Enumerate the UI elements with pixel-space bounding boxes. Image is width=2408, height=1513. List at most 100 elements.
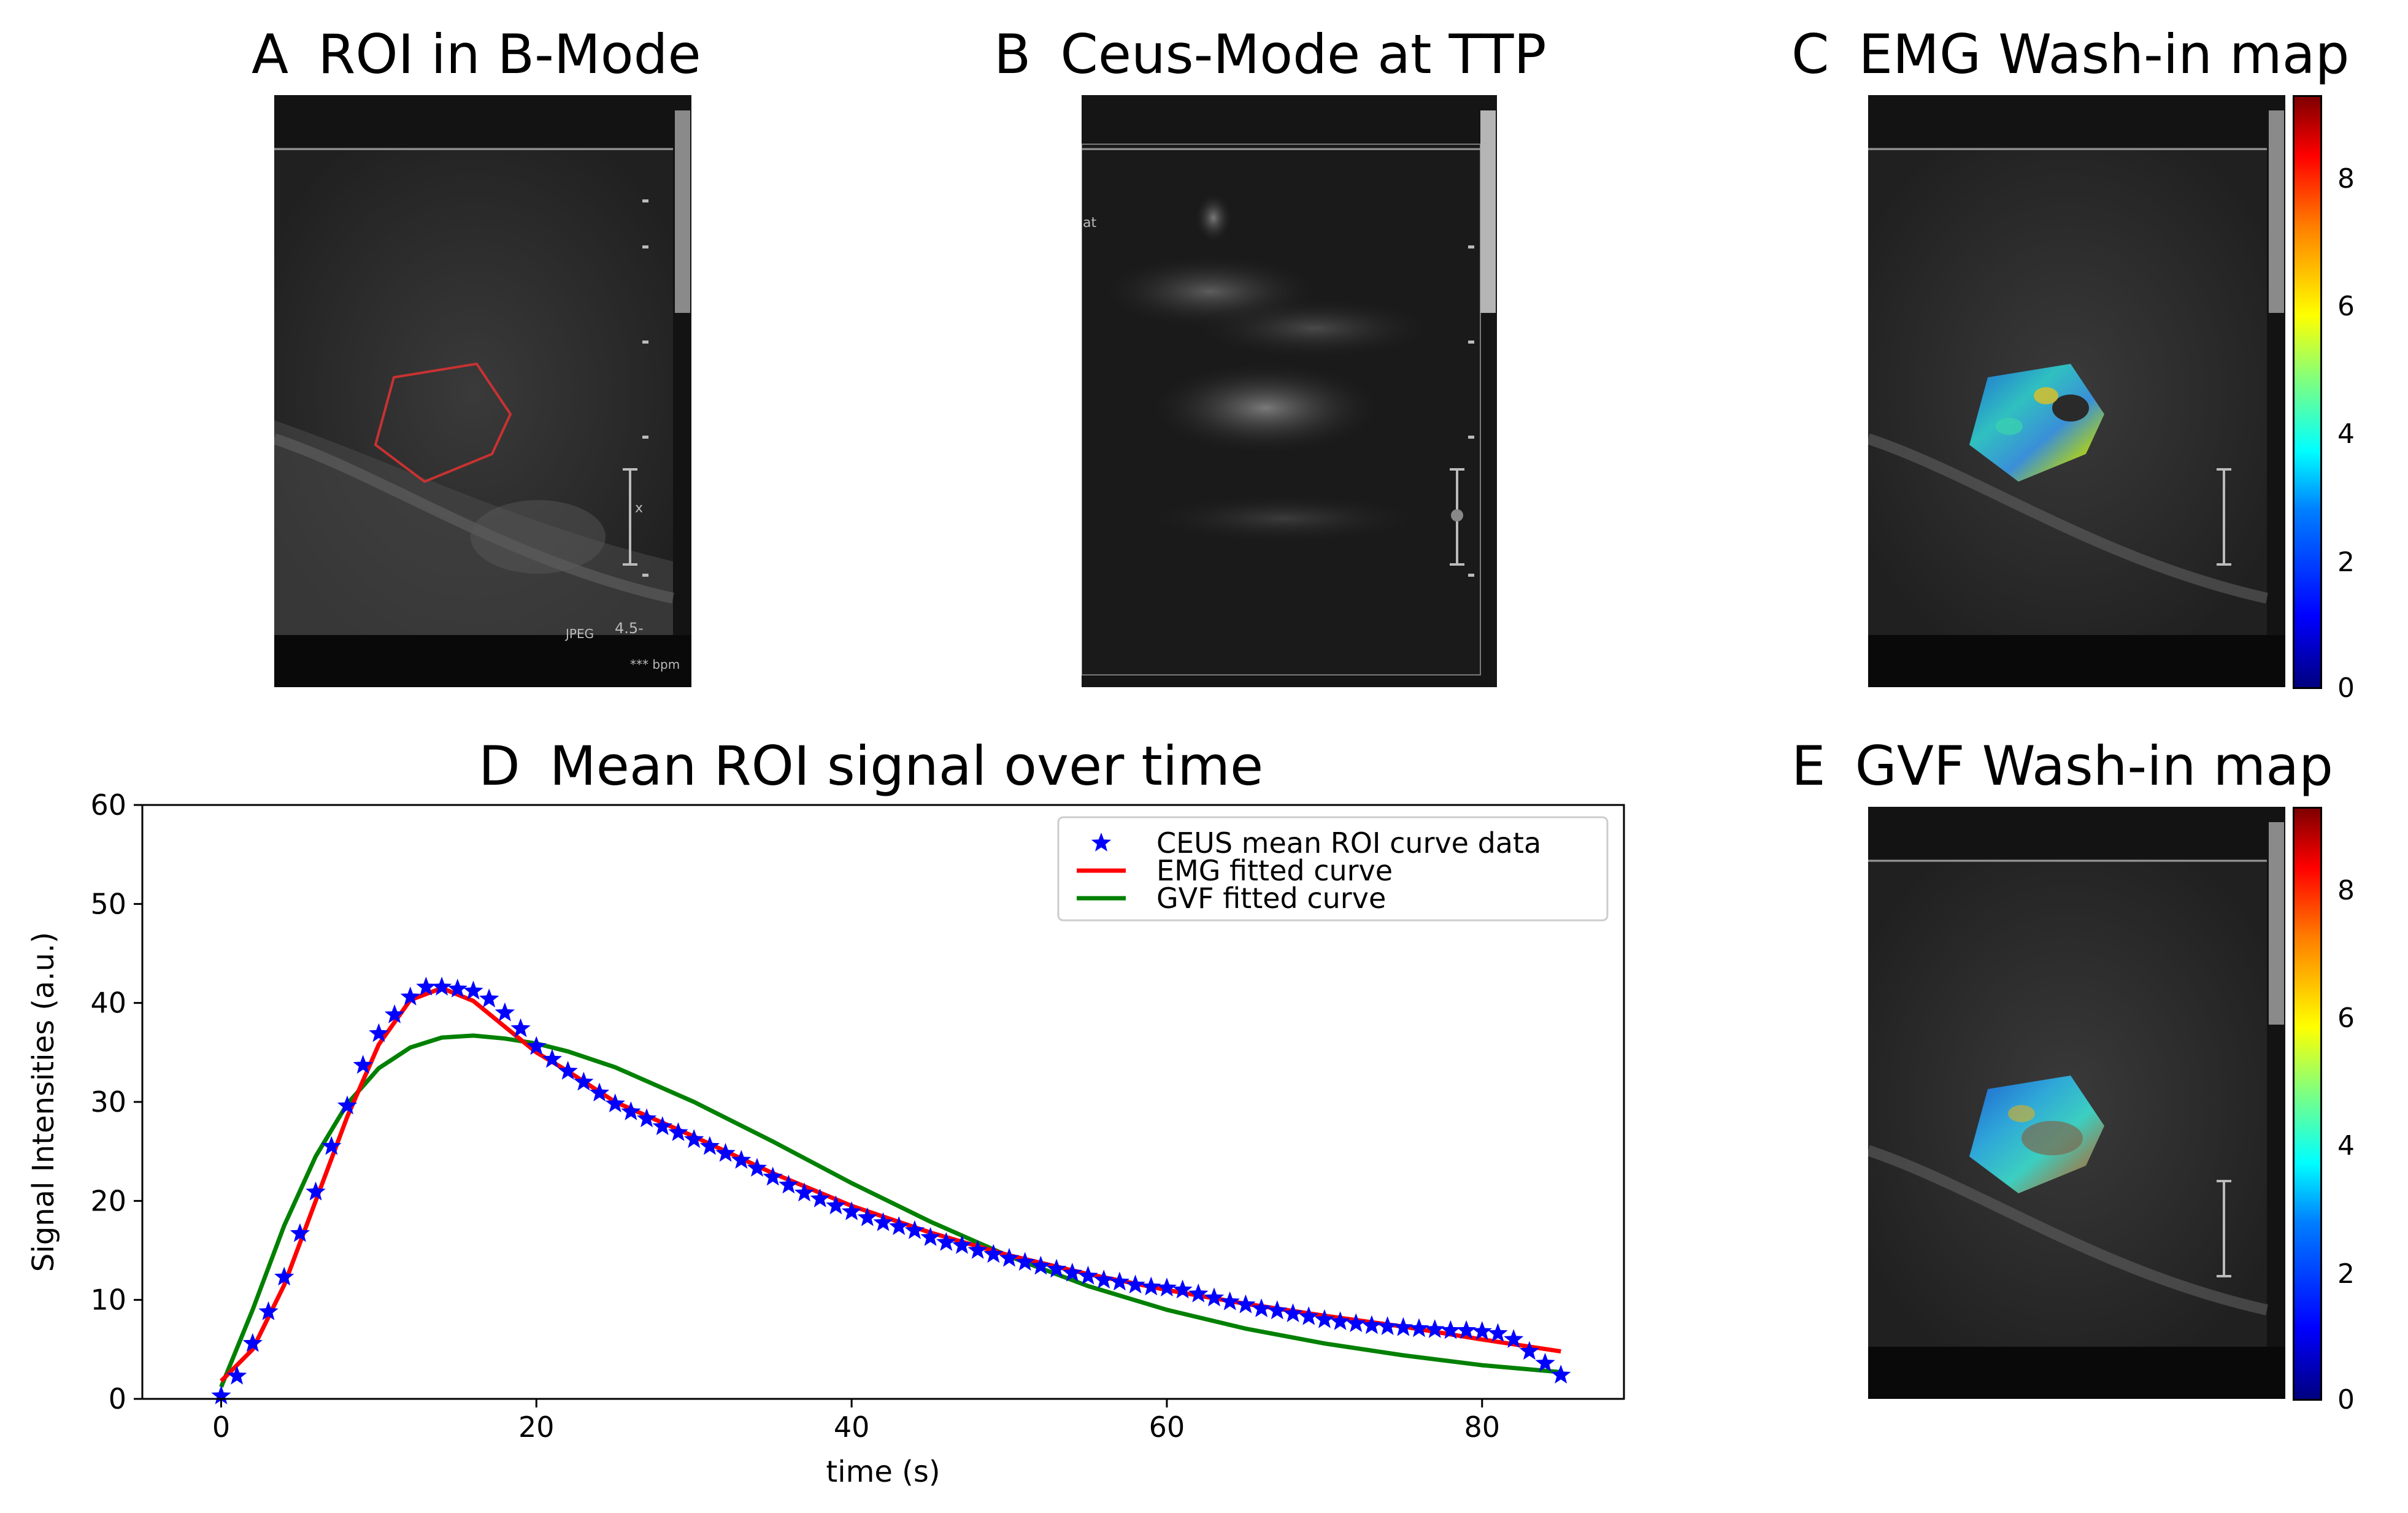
emg-colorbar-tick-8: 8 bbox=[2337, 163, 2355, 194]
ceus-data-point bbox=[1488, 1323, 1508, 1342]
ceus-data-point bbox=[763, 1166, 783, 1186]
ceus-data-point bbox=[321, 1136, 342, 1155]
bmode-jpeg-label: JPEG bbox=[564, 626, 594, 641]
ceus-data-point bbox=[668, 1122, 688, 1141]
ceus-data-point bbox=[1299, 1306, 1319, 1325]
ceus-data-point bbox=[1346, 1313, 1366, 1333]
gvf-fitted-curve bbox=[219, 1033, 1561, 1388]
ceus-data-point bbox=[384, 1004, 405, 1023]
ceus-data-point bbox=[1330, 1311, 1350, 1330]
ceus-data-point bbox=[306, 1181, 326, 1201]
emg-map-canvas bbox=[1868, 95, 2285, 687]
ceus-data-point bbox=[353, 1055, 373, 1074]
panel-e-title: E GVF Wash-in map bbox=[1791, 739, 2333, 793]
ceus-data-point bbox=[1551, 1365, 1571, 1384]
ceus-data-point bbox=[936, 1232, 956, 1251]
x-axis-label: time (s) bbox=[826, 1455, 940, 1489]
emg-map-image bbox=[1868, 95, 2285, 687]
ceus-data-point bbox=[542, 1049, 563, 1068]
ceus-data-point bbox=[369, 1023, 389, 1042]
legend-label: GVF fitted curve bbox=[1156, 882, 1386, 915]
ceus-data-point bbox=[1109, 1271, 1129, 1291]
ceus-data-point bbox=[684, 1129, 704, 1149]
ceus-data-point bbox=[258, 1301, 279, 1320]
ceus-data-point bbox=[841, 1201, 862, 1220]
ceus-data-point bbox=[1078, 1265, 1098, 1285]
y-tick-label: 30 bbox=[90, 1085, 126, 1118]
ceus-data-point bbox=[699, 1136, 720, 1155]
ceus-image-canvas: at bbox=[1082, 95, 1497, 687]
ceus-data-point bbox=[1409, 1318, 1429, 1338]
ceus-data-point bbox=[983, 1244, 1004, 1263]
ceus-data-point bbox=[1141, 1276, 1161, 1296]
panel-b-title: B Ceus-Mode at TTP bbox=[994, 28, 1547, 82]
x-tick-label: 20 bbox=[518, 1411, 555, 1444]
ceus-data-point bbox=[1031, 1255, 1051, 1275]
ceus-data-point bbox=[1425, 1319, 1445, 1338]
ceus-data-point bbox=[810, 1188, 830, 1207]
y-tick-label: 0 bbox=[109, 1382, 126, 1415]
ceus-data-point bbox=[1156, 1277, 1177, 1297]
gvf-colorbar-tick-8: 8 bbox=[2337, 875, 2355, 906]
ceus-data-point bbox=[1188, 1284, 1209, 1303]
gvf-colorbar bbox=[2293, 807, 2322, 1401]
panel-d-title: D Mean ROI signal over time bbox=[479, 739, 1263, 793]
panel-c-letter: C bbox=[1791, 23, 1829, 86]
ceus-data-point bbox=[1015, 1252, 1035, 1271]
bmode-depth-label: 4.5- bbox=[615, 620, 644, 637]
ceus-data-point bbox=[290, 1223, 310, 1242]
emg-colorbar-tick-4: 4 bbox=[2337, 418, 2355, 450]
ceus-data-point bbox=[621, 1101, 641, 1120]
legend-marker-ceus bbox=[1091, 833, 1112, 852]
ceus-data-point bbox=[1519, 1341, 1539, 1360]
panel-d-letter: D bbox=[479, 734, 520, 798]
ceus-data-point bbox=[1220, 1291, 1240, 1311]
ceus-data-point bbox=[1504, 1329, 1524, 1348]
ceus-data-point bbox=[779, 1174, 799, 1194]
ceus-data-point bbox=[1125, 1274, 1145, 1294]
ceus-data-point bbox=[731, 1150, 752, 1169]
ceus-data-point bbox=[1172, 1279, 1193, 1299]
ceus-data-point bbox=[1393, 1317, 1414, 1336]
ceus-data-point bbox=[447, 979, 467, 998]
ceus-data-point bbox=[1062, 1263, 1082, 1282]
ceus-data-point bbox=[1204, 1287, 1225, 1307]
x-tick-label: 80 bbox=[1464, 1411, 1501, 1444]
gvf-colorbar-tick-0: 0 bbox=[2337, 1384, 2355, 1415]
ceus-data-point bbox=[1441, 1320, 1461, 1339]
panel-b-letter: B bbox=[994, 23, 1031, 86]
ceus-data-point bbox=[1377, 1316, 1398, 1335]
ceus-data-point bbox=[337, 1095, 358, 1115]
ceus-data-point bbox=[952, 1234, 972, 1254]
y-tick-label: 10 bbox=[90, 1284, 126, 1317]
emg-colorbar bbox=[2293, 95, 2322, 689]
ceus-data-point bbox=[1046, 1258, 1067, 1278]
legend-label: EMG fitted curve bbox=[1156, 854, 1393, 887]
chart-axes: 0 20 40 60 80 0 10 20 30 40 50 60 time (s) Signal Int… bbox=[26, 791, 1625, 1489]
ceus-data-point bbox=[904, 1220, 925, 1239]
emg-roi-overlay bbox=[1969, 364, 2104, 482]
y-tick-label: 40 bbox=[90, 987, 126, 1020]
ceus-data-point bbox=[227, 1365, 247, 1385]
panel-d-title-text: Mean ROI signal over time bbox=[549, 734, 1264, 798]
ceus-data-point bbox=[463, 980, 483, 1000]
ceus-data-point bbox=[242, 1333, 263, 1352]
gvf-colorbar-tick-4: 4 bbox=[2337, 1130, 2355, 1161]
panel-c-title-text: EMG Wash-in map bbox=[1858, 23, 2350, 86]
ceus-data-point bbox=[1456, 1320, 1477, 1339]
ceus-data-point bbox=[920, 1227, 941, 1246]
ceus-data-point bbox=[652, 1116, 672, 1136]
y-axis-label: Signal Intensities (a.u.) bbox=[26, 932, 61, 1272]
y-tick-label: 20 bbox=[90, 1184, 126, 1217]
ceus-data-point bbox=[479, 988, 499, 1007]
ceus-data-point bbox=[794, 1182, 815, 1202]
ceus-data-point bbox=[999, 1247, 1020, 1267]
ceus-data-point bbox=[1251, 1298, 1272, 1317]
x-tick-label: 60 bbox=[1149, 1411, 1185, 1444]
ceus-side-label: at bbox=[1083, 215, 1096, 231]
x-tick-label: 40 bbox=[834, 1411, 870, 1444]
panel-e-title-text: GVF Wash-in map bbox=[1855, 734, 2333, 798]
y-tick-label: 50 bbox=[90, 887, 126, 920]
legend-label: CEUS mean ROI curve data bbox=[1156, 826, 1541, 860]
ceus-data-point bbox=[857, 1207, 877, 1226]
